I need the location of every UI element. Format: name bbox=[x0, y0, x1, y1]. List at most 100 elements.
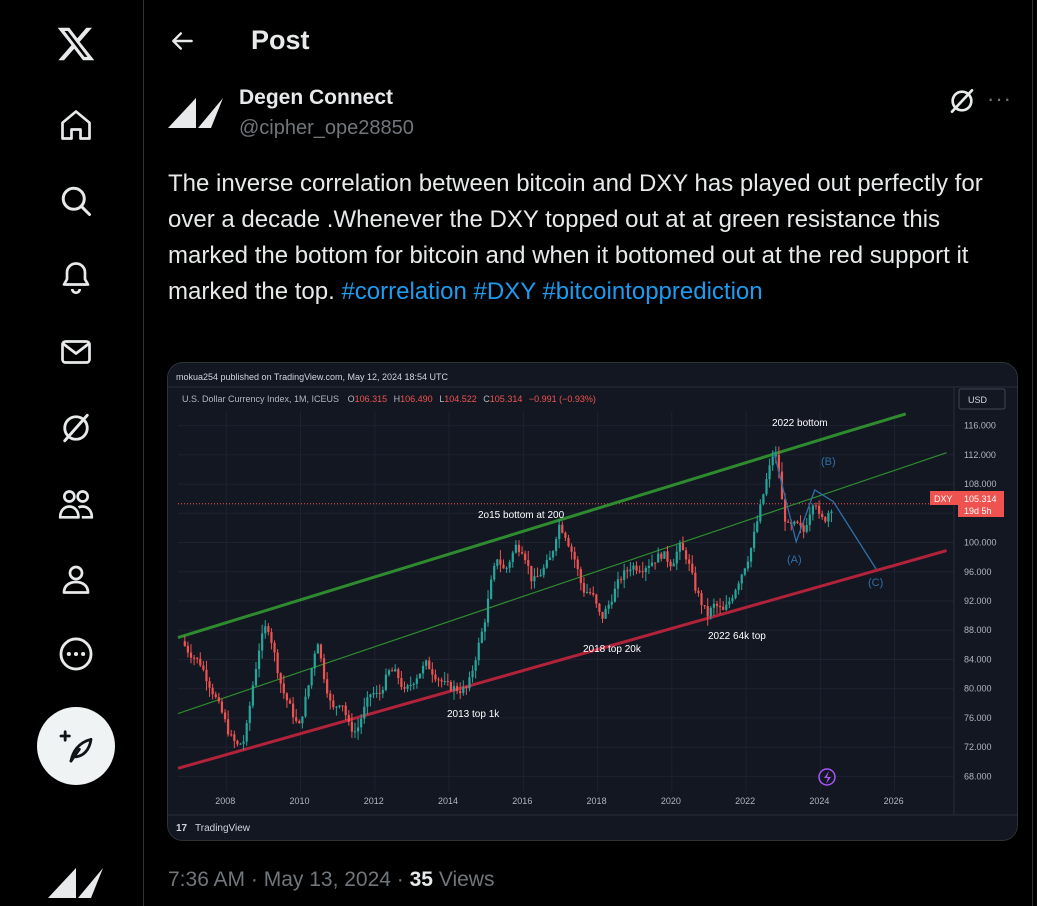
candle-body bbox=[196, 657, 199, 659]
y-tick-label: 100.000 bbox=[964, 538, 997, 548]
last-price: 105.314 bbox=[964, 494, 997, 504]
compose-post-button[interactable] bbox=[37, 707, 115, 785]
candle-body bbox=[756, 521, 759, 532]
candle-body bbox=[610, 601, 613, 605]
candle-body bbox=[344, 705, 347, 716]
candle-body bbox=[514, 544, 517, 553]
candle-body bbox=[632, 565, 635, 570]
dxy-chart: 2022 bottom 2o15 bottom at 200 2018 top 20… bbox=[168, 363, 1017, 840]
annotation-2022-top: 2022 64k top bbox=[708, 631, 766, 642]
more-options-icon[interactable] bbox=[46, 624, 106, 684]
author-handle[interactable]: @cipher_ope28850 bbox=[239, 117, 414, 139]
symbol-line: U.S. Dollar Currency Index, 1M, ICEUS bbox=[182, 394, 339, 404]
home-icon[interactable] bbox=[46, 95, 106, 155]
back-button[interactable] bbox=[164, 22, 202, 60]
hashtag-correlation[interactable]: #correlation bbox=[341, 278, 467, 305]
candle-body bbox=[214, 694, 217, 698]
notifications-icon[interactable] bbox=[46, 247, 106, 307]
candle-body bbox=[579, 569, 582, 584]
lightning-icon[interactable] bbox=[818, 768, 836, 786]
candle-body bbox=[446, 681, 449, 683]
candle-body bbox=[793, 521, 796, 525]
x-tick-label: 2026 bbox=[884, 796, 904, 806]
y-tick-label: 108.000 bbox=[964, 479, 997, 489]
x-tick-label: 2016 bbox=[512, 796, 532, 806]
hashtag-dxy[interactable]: #DXY bbox=[473, 278, 536, 305]
x-logo-icon[interactable] bbox=[46, 14, 106, 74]
x-tick-label: 2008 bbox=[215, 796, 235, 806]
tweet-body: The inverse correlation between bitcoin … bbox=[168, 170, 983, 305]
annotation-2015-bottom: 2o15 bottom at 200 bbox=[478, 510, 565, 521]
candle-body bbox=[304, 696, 307, 717]
candle-body bbox=[644, 567, 647, 573]
hashtag-bitcointopprediction[interactable]: #bitcointopprediction bbox=[542, 278, 763, 305]
candle-body bbox=[527, 560, 530, 566]
candle-body bbox=[329, 693, 332, 701]
candle-body bbox=[783, 499, 787, 522]
candle-body bbox=[261, 633, 264, 651]
account-avatar[interactable] bbox=[46, 866, 106, 900]
candle-body bbox=[412, 683, 415, 685]
candle-body bbox=[267, 626, 270, 632]
candle-body bbox=[570, 546, 573, 552]
candle-body bbox=[802, 525, 805, 532]
candle-body bbox=[391, 670, 394, 672]
author-name[interactable]: Degen Connect bbox=[239, 86, 394, 109]
currency-box[interactable] bbox=[958, 388, 1006, 410]
candle-body bbox=[437, 679, 440, 681]
candle-body bbox=[697, 590, 700, 594]
candle-body bbox=[731, 597, 734, 602]
x-tick-label: 2022 bbox=[735, 796, 755, 806]
candle-body bbox=[607, 604, 610, 609]
profile-icon[interactable] bbox=[46, 549, 106, 609]
chart-image-card[interactable]: 2022 bottom 2o15 bottom at 200 2018 top 20… bbox=[167, 362, 1018, 841]
ohlc-c-label: C bbox=[483, 394, 490, 404]
candle-body bbox=[443, 681, 446, 683]
published-credit: mokua254 published on TradingView.com, M… bbox=[176, 372, 449, 382]
post-timestamp[interactable]: 7:36 AM · May 13, 2024 · bbox=[168, 868, 410, 891]
candle-body bbox=[378, 692, 381, 694]
candle-body bbox=[567, 537, 570, 547]
candle-body bbox=[449, 681, 452, 691]
x-tick-label: 2012 bbox=[364, 796, 384, 806]
candle-body bbox=[493, 565, 496, 580]
candle-body bbox=[369, 694, 372, 698]
nav-divider bbox=[143, 0, 144, 906]
candle-body bbox=[366, 697, 369, 707]
candle-body bbox=[335, 706, 338, 708]
ohlc-c-value: 105.314 bbox=[490, 394, 523, 404]
column-divider bbox=[1032, 0, 1033, 906]
candle-body bbox=[762, 494, 765, 505]
candle-body bbox=[688, 559, 691, 564]
candle-body bbox=[189, 652, 193, 658]
y-tick-label: 84.000 bbox=[964, 654, 992, 664]
grok-icon[interactable] bbox=[46, 398, 106, 458]
messages-icon[interactable] bbox=[46, 322, 106, 382]
candle-body bbox=[743, 568, 746, 575]
communities-icon[interactable] bbox=[46, 474, 106, 534]
candle-body bbox=[462, 687, 465, 694]
x-tick-label: 2020 bbox=[661, 796, 681, 806]
author-avatar[interactable] bbox=[166, 96, 226, 130]
candle-body bbox=[375, 692, 378, 694]
grok-explain-button[interactable] bbox=[946, 85, 978, 122]
candle-body bbox=[774, 454, 777, 457]
ohlc-l-label: L bbox=[439, 394, 444, 404]
candle-body bbox=[363, 706, 366, 719]
tradingview-brand: TradingView bbox=[195, 823, 251, 834]
side-navigation bbox=[0, 0, 144, 906]
more-icon[interactable]: ··· bbox=[987, 86, 1012, 111]
green-mid-line bbox=[177, 452, 947, 715]
candle-body bbox=[288, 700, 292, 704]
candle-body bbox=[799, 522, 802, 526]
candle-body bbox=[817, 505, 821, 514]
candle-body bbox=[415, 678, 418, 684]
candle-body bbox=[821, 513, 824, 518]
candle-body bbox=[186, 645, 190, 653]
candle-body bbox=[220, 701, 224, 713]
candle-body bbox=[650, 562, 654, 566]
candle-body bbox=[641, 571, 644, 573]
search-icon[interactable] bbox=[46, 171, 106, 231]
candle-body bbox=[508, 562, 511, 568]
candle-body bbox=[338, 705, 341, 707]
